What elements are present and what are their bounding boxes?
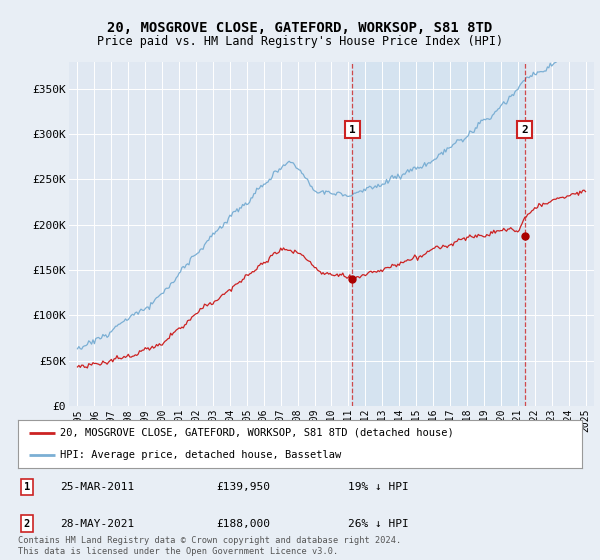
Text: 1: 1 [24, 482, 30, 492]
Text: 1: 1 [349, 124, 356, 134]
Text: 2: 2 [24, 519, 30, 529]
Text: £188,000: £188,000 [216, 519, 270, 529]
Text: 20, MOSGROVE CLOSE, GATEFORD, WORKSOP, S81 8TD (detached house): 20, MOSGROVE CLOSE, GATEFORD, WORKSOP, S… [60, 428, 454, 438]
Text: 2: 2 [521, 124, 528, 134]
Text: 19% ↓ HPI: 19% ↓ HPI [348, 482, 409, 492]
Text: 26% ↓ HPI: 26% ↓ HPI [348, 519, 409, 529]
Text: HPI: Average price, detached house, Bassetlaw: HPI: Average price, detached house, Bass… [60, 450, 341, 460]
Bar [352, 62, 525, 406]
Text: Contains HM Land Registry data © Crown copyright and database right 2024.
This d: Contains HM Land Registry data © Crown c… [18, 536, 401, 556]
Text: 25-MAR-2011: 25-MAR-2011 [60, 482, 134, 492]
Text: Price paid vs. HM Land Registry's House Price Index (HPI): Price paid vs. HM Land Registry's House … [97, 35, 503, 48]
Text: 28-MAY-2021: 28-MAY-2021 [60, 519, 134, 529]
Text: 20, MOSGROVE CLOSE, GATEFORD, WORKSOP, S81 8TD: 20, MOSGROVE CLOSE, GATEFORD, WORKSOP, S… [107, 21, 493, 35]
Text: £139,950: £139,950 [216, 482, 270, 492]
